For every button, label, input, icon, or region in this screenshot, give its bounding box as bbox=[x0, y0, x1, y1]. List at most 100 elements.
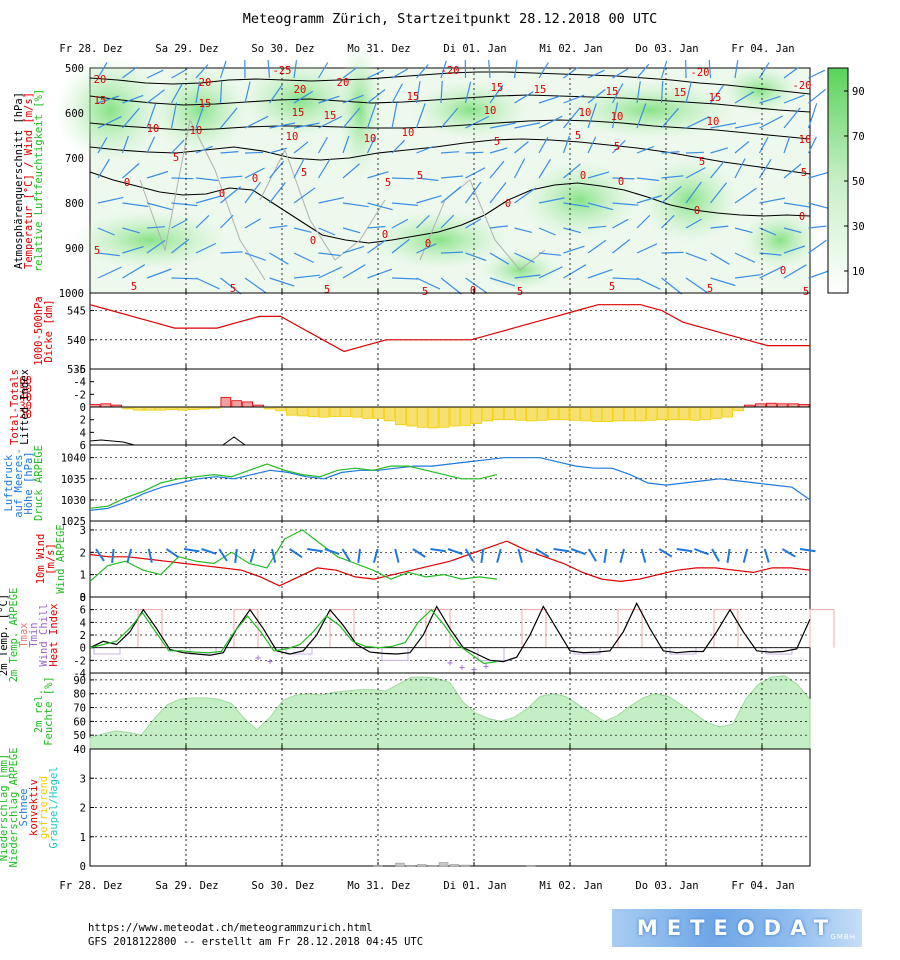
wind-barb bbox=[661, 214, 675, 229]
y-tick-label: 1030 bbox=[61, 495, 86, 507]
wind-barb bbox=[489, 84, 504, 104]
y-axis-label: relative Luftfeuchtigkeit [%] bbox=[33, 89, 45, 272]
wind-barb bbox=[685, 81, 692, 104]
isotherm-label: 5 bbox=[494, 136, 500, 148]
footer-url[interactable]: https://www.meteodat.ch/meteogrammzurich… bbox=[88, 922, 373, 934]
y-tick-label: 1025 bbox=[61, 516, 86, 528]
wind-barb bbox=[269, 160, 285, 179]
wind-barb bbox=[783, 227, 802, 234]
day-label-bottom: Di 01. Jan bbox=[443, 880, 506, 892]
wind-barb bbox=[244, 151, 264, 154]
y-tick-label: 3 bbox=[80, 525, 86, 537]
isotherm-label: 5 bbox=[417, 170, 423, 182]
wind-barb bbox=[97, 62, 108, 79]
wind-barb bbox=[465, 115, 490, 129]
isotherm-label: 15 bbox=[606, 86, 619, 98]
precip-bar bbox=[395, 862, 405, 867]
y-tick-label: 0 bbox=[80, 861, 86, 873]
wind-barb bbox=[758, 62, 770, 79]
wind-barb bbox=[807, 136, 817, 154]
y-tick-label: 60 bbox=[73, 716, 86, 728]
y-tick-label: 0 bbox=[80, 402, 86, 414]
isotherm-label: 5 bbox=[707, 283, 713, 295]
wind-barb bbox=[244, 218, 261, 229]
wind-barb bbox=[734, 227, 753, 234]
wind-barb bbox=[219, 60, 227, 79]
wind-barb bbox=[783, 94, 805, 104]
wind-arrow bbox=[249, 548, 256, 563]
isotherm-label: -20 bbox=[441, 65, 460, 77]
wind-barb bbox=[513, 158, 526, 179]
isotherm-label: 5 bbox=[575, 130, 581, 142]
wind-barb bbox=[97, 158, 110, 179]
wind-barb bbox=[807, 103, 818, 129]
wind-barb bbox=[563, 227, 582, 234]
wind-chill-marker: + bbox=[267, 656, 273, 667]
tmin-step bbox=[381, 647, 409, 661]
wind-barb bbox=[514, 274, 541, 279]
wind-barb bbox=[391, 83, 404, 104]
wind-barb bbox=[342, 245, 365, 254]
isotherm-label: 15 bbox=[292, 107, 305, 119]
y-tick-label: 1040 bbox=[61, 453, 86, 465]
temp-2m-line bbox=[89, 601, 811, 663]
y-tick-label: 90 bbox=[73, 675, 86, 687]
wind-barb bbox=[661, 277, 683, 295]
lifted-index-bar bbox=[515, 406, 526, 421]
isotherm-label: 20 bbox=[199, 77, 212, 89]
wind-barb bbox=[122, 66, 138, 79]
humidity-cell bbox=[560, 80, 740, 140]
wind-10m-line bbox=[89, 540, 811, 587]
wind-barb bbox=[636, 194, 663, 204]
wind-barb bbox=[293, 274, 320, 279]
day-label-bottom: So 30. Dez bbox=[251, 880, 314, 892]
wind-barb bbox=[783, 163, 802, 179]
lifted-index-bar bbox=[504, 406, 515, 421]
wind-barb bbox=[146, 69, 164, 79]
wind-barb bbox=[293, 158, 305, 179]
isotherm-label: 5 bbox=[131, 281, 137, 293]
wind-barb bbox=[587, 202, 614, 211]
wind-barb bbox=[415, 103, 426, 129]
meteodat-logo[interactable]: METEODAT GMBH bbox=[612, 909, 862, 947]
total-totals-tick-label: 30 bbox=[19, 401, 32, 413]
humidity-cell bbox=[720, 65, 800, 115]
humidity-contour bbox=[259, 148, 386, 261]
wind-arrow bbox=[394, 548, 400, 563]
wind-barb bbox=[612, 139, 626, 154]
wind-chill-marker: + bbox=[447, 658, 453, 669]
wind-barb bbox=[685, 218, 702, 229]
isotherm-label: 5 bbox=[609, 281, 615, 293]
wind-arrow bbox=[111, 548, 115, 564]
wind-barb bbox=[612, 218, 629, 229]
lifted-index-bar bbox=[624, 406, 635, 422]
isotherm-label: 5 bbox=[173, 152, 179, 164]
wind-barb bbox=[661, 175, 684, 179]
wind-barb bbox=[612, 177, 635, 180]
pressure-line bbox=[89, 457, 811, 511]
wind-barb bbox=[244, 252, 266, 261]
wind-barb bbox=[219, 80, 223, 104]
day-label-top: Sa 29. Dez bbox=[155, 43, 218, 55]
thickness-line bbox=[89, 304, 810, 353]
wind-barb bbox=[318, 266, 343, 279]
wind-barb bbox=[171, 277, 198, 280]
wind-barb bbox=[464, 81, 472, 104]
isotherm-line bbox=[89, 71, 811, 95]
wind-barb bbox=[146, 202, 173, 211]
wind-barb bbox=[685, 277, 708, 294]
lifted-index-bar bbox=[722, 406, 734, 418]
tmin-step bbox=[93, 647, 121, 655]
wind-barb bbox=[440, 80, 443, 104]
isotherm-label: -20 bbox=[691, 67, 710, 79]
isotherm-label: 0 bbox=[219, 188, 225, 200]
wind-barb bbox=[367, 225, 386, 229]
wind-barb bbox=[563, 66, 579, 79]
humidity-cell bbox=[520, 160, 640, 240]
wind-barb bbox=[513, 60, 518, 79]
wind-barb bbox=[146, 239, 166, 254]
isotherm-label: 20 bbox=[337, 77, 350, 89]
lifted-index-bar bbox=[460, 406, 472, 426]
isotherm-label: 5 bbox=[324, 284, 330, 296]
